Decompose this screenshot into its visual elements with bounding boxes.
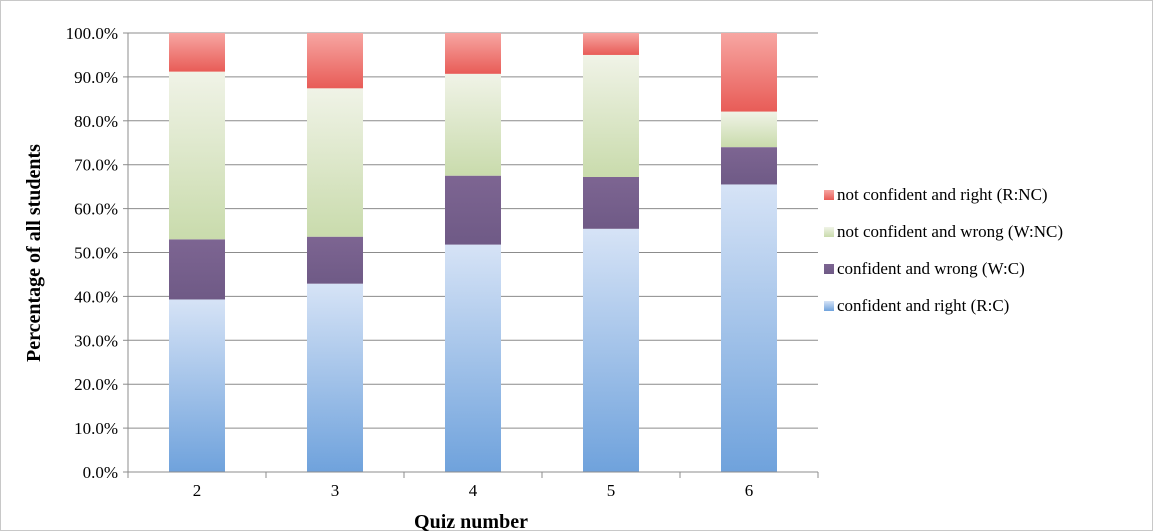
bar-segment	[583, 54, 639, 177]
bar-segment	[721, 184, 777, 472]
y-tick-label: 80.0%	[74, 112, 118, 131]
x-axis-title: Quiz number	[414, 511, 528, 531]
legend-swatch	[824, 264, 834, 274]
y-tick-label: 100.0%	[66, 24, 118, 43]
y-axis-title: Percentage of all students	[23, 144, 45, 362]
legend: not confident and right (R:NC) not confid…	[824, 185, 1063, 315]
bar-segment	[169, 71, 225, 240]
x-tick-labels: 2 3 4 5 6	[193, 481, 754, 500]
bar-segment	[721, 147, 777, 185]
x-tick-label: 4	[469, 481, 478, 500]
x-tick-label: 5	[607, 481, 616, 500]
bar-segment	[445, 73, 501, 176]
bar-segment	[721, 111, 777, 148]
legend-label: confident and wrong (W:C)	[837, 259, 1025, 278]
legend-swatch	[824, 227, 834, 237]
bar-segment	[445, 244, 501, 472]
y-tick-label: 10.0%	[74, 419, 118, 438]
bar-segment	[583, 176, 639, 229]
bar-segment	[445, 33, 501, 74]
bars	[169, 33, 777, 472]
bar-segment	[169, 33, 225, 72]
axes	[123, 32, 819, 478]
y-tick-label: 20.0%	[74, 375, 118, 394]
legend-label: not confident and wrong (W:NC)	[837, 222, 1063, 241]
y-tick-label: 70.0%	[74, 156, 118, 175]
bar-segment	[307, 88, 363, 237]
bar-segment	[307, 283, 363, 472]
x-tick-label: 3	[331, 481, 340, 500]
legend-label: confident and right (R:C)	[837, 296, 1009, 315]
y-tick-label: 50.0%	[74, 244, 118, 263]
bar-segment	[169, 299, 225, 472]
bar-segment	[721, 33, 777, 112]
bar-segment	[307, 33, 363, 89]
y-tick-label: 30.0%	[74, 331, 118, 350]
bar-segment	[583, 228, 639, 472]
legend-swatch	[824, 301, 834, 311]
bar-segment	[583, 33, 639, 55]
bar-segment	[445, 175, 501, 245]
x-tick-label: 6	[745, 481, 754, 500]
y-tick-label: 90.0%	[74, 68, 118, 87]
y-tick-label: 0.0%	[83, 463, 118, 482]
legend-swatch	[824, 190, 834, 200]
legend-label: not confident and right (R:NC)	[837, 185, 1048, 204]
bar-segment	[169, 239, 225, 300]
x-tick-label: 2	[193, 481, 202, 500]
bar-segment	[307, 236, 363, 284]
y-tick-label: 40.0%	[74, 287, 118, 306]
y-tick-labels: 0.0% 10.0% 20.0% 30.0% 40.0% 50.0% 60.0% 70.0% 8…	[66, 24, 118, 482]
y-tick-label: 60.0%	[74, 200, 118, 219]
